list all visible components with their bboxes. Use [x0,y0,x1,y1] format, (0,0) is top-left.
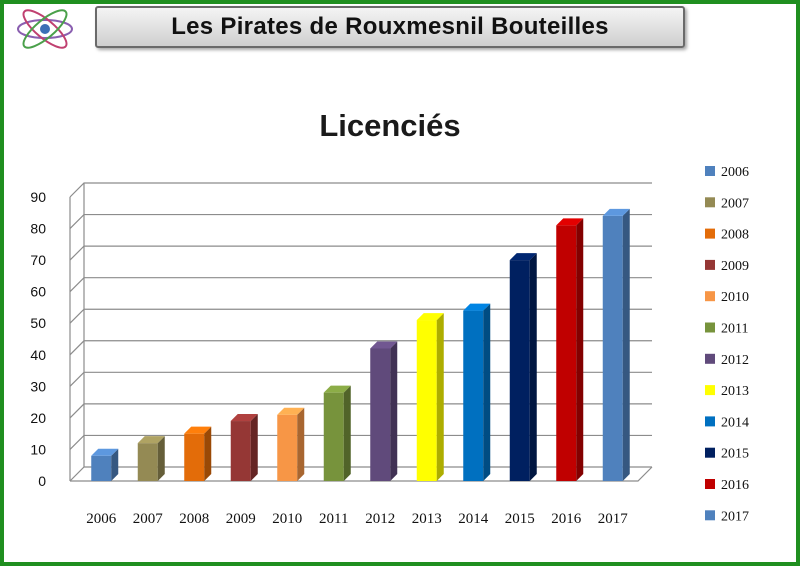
y-tick-label: 50 [30,315,46,331]
legend-swatch [705,166,715,176]
bar-2009 [230,414,258,481]
bar-2015 [509,253,537,481]
x-tick-label: 2010 [272,511,302,527]
legend-swatch [705,479,715,489]
legend-swatch [705,291,715,302]
header-banner: Les Pirates de Rouxmesnil Bouteilles [95,6,685,48]
legend-item: 2017 [705,509,749,524]
y-tick-label: 70 [30,252,46,268]
legend-item: 2013 [705,384,749,399]
bar-2006 [91,448,119,481]
legend-item: 2011 [705,322,748,337]
y-tick-label: 20 [30,410,46,426]
legend-item: 2014 [705,415,749,430]
x-tick-label: 2011 [319,511,348,527]
bar-2017 [602,208,630,481]
legend-label: 2009 [721,259,749,274]
legend-label: 2007 [721,196,749,211]
y-tick-label: 10 [30,441,46,457]
club-logo-icon [17,9,73,49]
bar-2012 [370,341,398,481]
legend-label: 2010 [721,290,749,305]
x-tick-label: 2008 [179,511,209,527]
x-tick-label: 2009 [226,511,256,527]
y-tick-label: 40 [30,347,46,363]
bars-layer [91,208,630,481]
legend-label: 2017 [721,509,749,524]
legend-swatch [705,510,715,521]
bar-2014 [463,303,491,481]
legend-item: 2008 [705,228,749,243]
legend-label: 2008 [721,228,749,243]
legend: 2006 2007 2008 2009 2010 2011 2012 2013 2014 2015… [705,165,749,524]
legend-item: 2010 [705,290,749,305]
legend-item: 2016 [705,478,749,493]
legend-label: 2012 [721,353,749,368]
legend-swatch [705,197,715,208]
bar-2007 [137,436,165,481]
legend-swatch [705,385,715,396]
x-tick-label: 2016 [551,511,582,527]
legend-item: 2006 [705,165,749,180]
x-tick-label: 2017 [598,511,629,527]
x-tick-label: 2013 [412,511,442,527]
legend-item: 2009 [705,259,749,274]
bar-2013 [416,313,444,481]
legend-item: 2015 [705,447,749,462]
legend-label: 2016 [721,478,749,493]
y-tick-label: 90 [30,189,46,205]
legend-swatch [705,259,715,270]
y-tick-label: 80 [30,221,46,237]
y-tick-label: 0 [38,473,46,489]
bar-2011 [323,385,351,481]
x-tick-label: 2012 [365,511,395,527]
labels-layer: 0 10 20 30 40 50 60 70 80 90 2006 2007 2008 2009 2010 2… [30,189,628,527]
legend-label: 2014 [721,415,749,430]
legend-item: 2007 [705,196,749,211]
legend-label: 2011 [721,322,748,337]
x-tick-label: 2015 [505,511,535,527]
legend-swatch [705,228,715,239]
legend-item: 2012 [705,353,749,368]
legend-swatch [705,447,715,458]
legend-swatch [705,353,715,364]
legend-swatch [705,416,715,427]
legend-label: 2006 [721,165,749,180]
y-tick-label: 60 [30,284,46,300]
x-tick-label: 2014 [458,511,489,527]
legend-label: 2013 [721,384,749,399]
x-tick-label: 2006 [86,511,117,527]
x-tick-label: 2007 [133,511,164,527]
legend-swatch [705,322,715,333]
y-tick-label: 30 [30,378,46,394]
legend-label: 2015 [721,447,749,462]
bar-2016 [556,218,584,481]
bar-2010 [277,407,305,481]
page-title: Les Pirates de Rouxmesnil Bouteilles [171,13,609,40]
chart-title: Licenciés [319,108,461,143]
bar-2008 [184,426,212,481]
